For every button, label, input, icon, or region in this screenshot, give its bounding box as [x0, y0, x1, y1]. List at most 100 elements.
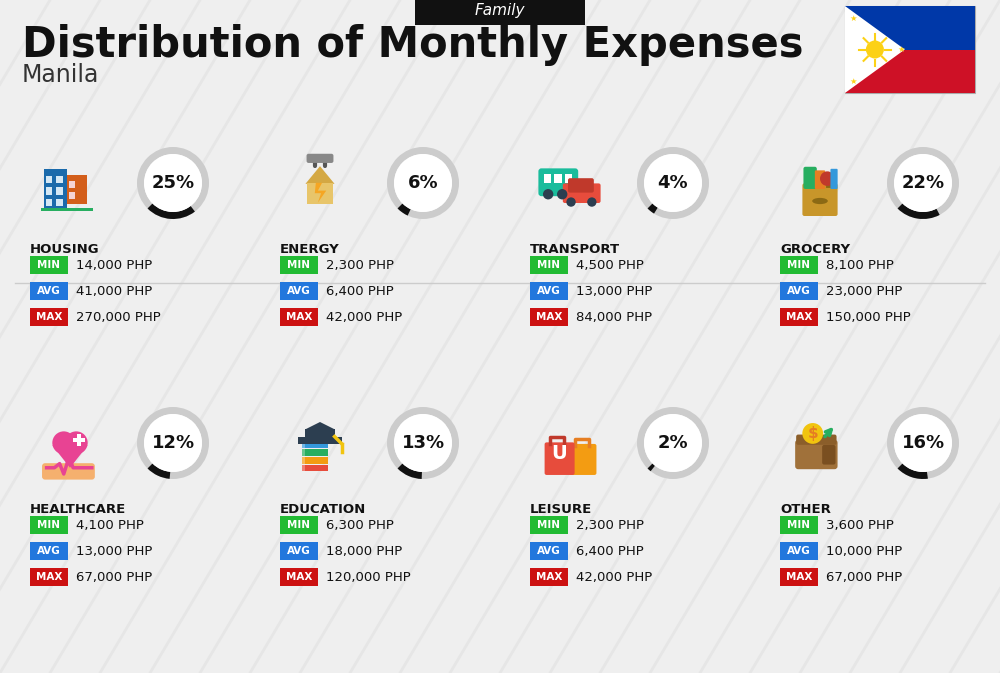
- Wedge shape: [148, 203, 195, 219]
- Text: EDUCATION: EDUCATION: [280, 503, 366, 516]
- Text: AVG: AVG: [287, 546, 311, 556]
- Text: MIN: MIN: [788, 520, 810, 530]
- FancyBboxPatch shape: [545, 442, 575, 475]
- Text: 67,000 PHP: 67,000 PHP: [76, 571, 152, 583]
- FancyBboxPatch shape: [415, 0, 585, 25]
- Text: MAX: MAX: [286, 572, 312, 582]
- FancyBboxPatch shape: [30, 568, 68, 586]
- Polygon shape: [305, 422, 335, 429]
- Wedge shape: [137, 407, 209, 479]
- Wedge shape: [898, 203, 940, 219]
- Text: HOUSING: HOUSING: [30, 243, 100, 256]
- Text: MIN: MIN: [538, 520, 560, 530]
- Text: 67,000 PHP: 67,000 PHP: [826, 571, 902, 583]
- Wedge shape: [648, 203, 658, 213]
- FancyBboxPatch shape: [307, 183, 333, 204]
- Circle shape: [894, 414, 952, 472]
- FancyBboxPatch shape: [780, 516, 818, 534]
- Text: 10,000 PHP: 10,000 PHP: [826, 544, 902, 557]
- Wedge shape: [387, 147, 459, 219]
- Text: 22%: 22%: [901, 174, 945, 192]
- Text: 14,000 PHP: 14,000 PHP: [76, 258, 152, 271]
- FancyBboxPatch shape: [280, 542, 318, 560]
- Text: 150,000 PHP: 150,000 PHP: [826, 310, 911, 324]
- FancyBboxPatch shape: [280, 282, 318, 300]
- Text: GROCERY: GROCERY: [780, 243, 850, 256]
- Text: MAX: MAX: [786, 312, 812, 322]
- FancyBboxPatch shape: [796, 435, 837, 445]
- Polygon shape: [845, 6, 905, 93]
- FancyBboxPatch shape: [77, 435, 81, 446]
- FancyBboxPatch shape: [30, 256, 68, 274]
- Text: 6,300 PHP: 6,300 PHP: [326, 518, 394, 532]
- FancyBboxPatch shape: [302, 464, 328, 471]
- Text: 13,000 PHP: 13,000 PHP: [576, 285, 652, 297]
- Polygon shape: [52, 446, 88, 468]
- FancyBboxPatch shape: [530, 256, 568, 274]
- FancyBboxPatch shape: [30, 282, 68, 300]
- FancyBboxPatch shape: [554, 174, 562, 183]
- Text: 4,500 PHP: 4,500 PHP: [576, 258, 644, 271]
- Text: 4%: 4%: [658, 174, 688, 192]
- Circle shape: [65, 431, 88, 454]
- Text: MAX: MAX: [536, 572, 562, 582]
- Polygon shape: [305, 429, 335, 437]
- FancyBboxPatch shape: [44, 170, 67, 210]
- FancyBboxPatch shape: [280, 308, 318, 326]
- Circle shape: [557, 189, 567, 199]
- FancyBboxPatch shape: [302, 449, 305, 456]
- Circle shape: [820, 172, 835, 186]
- Text: AVG: AVG: [37, 286, 61, 296]
- Text: AVG: AVG: [787, 546, 811, 556]
- FancyBboxPatch shape: [280, 516, 318, 534]
- Circle shape: [566, 197, 576, 207]
- FancyBboxPatch shape: [530, 542, 568, 560]
- FancyBboxPatch shape: [30, 516, 68, 534]
- Circle shape: [644, 154, 702, 212]
- Polygon shape: [305, 166, 335, 184]
- Text: LEISURE: LEISURE: [530, 503, 592, 516]
- FancyBboxPatch shape: [30, 308, 68, 326]
- FancyBboxPatch shape: [530, 282, 568, 300]
- Text: 2%: 2%: [658, 434, 688, 452]
- FancyBboxPatch shape: [845, 50, 975, 93]
- FancyBboxPatch shape: [302, 449, 328, 456]
- FancyBboxPatch shape: [302, 441, 328, 448]
- FancyBboxPatch shape: [69, 192, 75, 199]
- FancyBboxPatch shape: [64, 208, 67, 211]
- Text: MAX: MAX: [36, 572, 62, 582]
- Text: 42,000 PHP: 42,000 PHP: [326, 310, 402, 324]
- Wedge shape: [648, 464, 655, 471]
- Circle shape: [866, 40, 884, 59]
- Circle shape: [144, 154, 202, 212]
- FancyBboxPatch shape: [56, 199, 63, 206]
- FancyBboxPatch shape: [280, 568, 318, 586]
- FancyBboxPatch shape: [47, 208, 50, 211]
- Text: HEALTHCARE: HEALTHCARE: [30, 503, 126, 516]
- Text: MIN: MIN: [38, 520, 60, 530]
- Text: 23,000 PHP: 23,000 PHP: [826, 285, 902, 297]
- Wedge shape: [148, 464, 170, 479]
- Text: 2,300 PHP: 2,300 PHP: [576, 518, 644, 532]
- Circle shape: [52, 431, 75, 454]
- FancyBboxPatch shape: [780, 282, 818, 300]
- FancyBboxPatch shape: [845, 6, 975, 50]
- Circle shape: [394, 414, 452, 472]
- Text: MIN: MIN: [38, 260, 60, 270]
- FancyBboxPatch shape: [780, 542, 818, 560]
- FancyBboxPatch shape: [795, 439, 838, 469]
- FancyBboxPatch shape: [67, 175, 87, 204]
- FancyBboxPatch shape: [73, 438, 85, 441]
- FancyBboxPatch shape: [42, 463, 95, 480]
- FancyBboxPatch shape: [69, 181, 75, 188]
- Text: 25%: 25%: [151, 174, 195, 192]
- FancyBboxPatch shape: [568, 178, 594, 192]
- FancyBboxPatch shape: [302, 441, 305, 448]
- Text: 84,000 PHP: 84,000 PHP: [576, 310, 652, 324]
- Circle shape: [802, 423, 823, 444]
- Circle shape: [894, 154, 952, 212]
- FancyBboxPatch shape: [30, 542, 68, 560]
- Text: 2,300 PHP: 2,300 PHP: [326, 258, 394, 271]
- FancyBboxPatch shape: [780, 256, 818, 274]
- Wedge shape: [898, 464, 928, 479]
